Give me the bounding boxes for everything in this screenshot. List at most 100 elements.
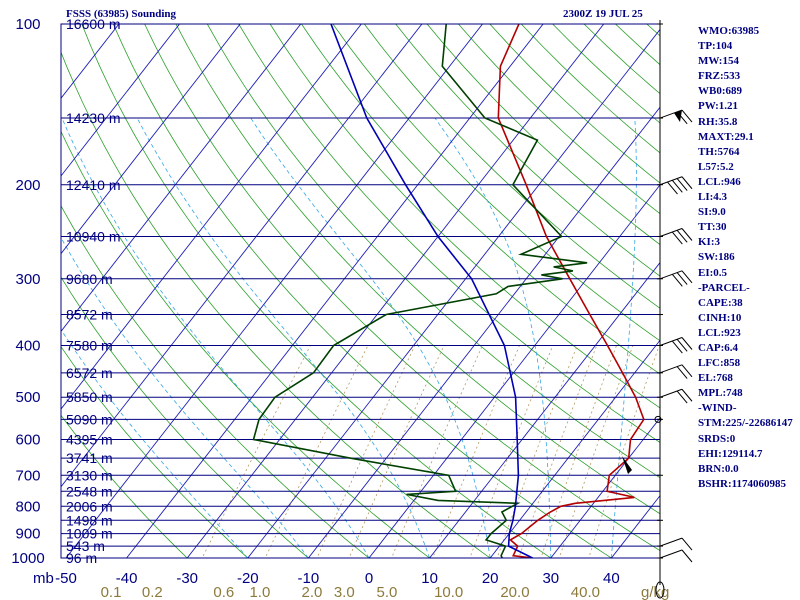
temperature-tick-label: -20 <box>237 570 259 587</box>
wind-barb-feather <box>676 229 688 243</box>
index-item: WMO:63985 <box>698 25 760 37</box>
index-item: -WIND- <box>698 402 737 415</box>
height-label: 6572 m <box>66 365 113 381</box>
dry-adiabat <box>61 345 249 558</box>
wind-barb-shaft <box>659 109 683 119</box>
height-label: 2548 m <box>66 483 113 499</box>
index-item: EL:768 <box>698 372 733 385</box>
pressure-tick-label: 100 <box>15 16 40 33</box>
wind-barb-feather <box>676 366 688 379</box>
mixing-ratio-label: 10.0 <box>434 584 463 600</box>
dry-adiabat <box>395 24 660 277</box>
height-label: 7580 m <box>66 338 113 354</box>
background-lines <box>61 24 660 558</box>
wind-barb-feather <box>681 388 693 402</box>
mixing-ratio-line <box>518 345 598 558</box>
index-item: LCL:946 <box>698 175 741 188</box>
height-label: 543 m <box>66 538 105 554</box>
mixing-ratio-label: 3.0 <box>334 584 355 600</box>
pressure-tick-label: 300 <box>15 271 40 288</box>
wind-barb-shaft <box>659 537 683 547</box>
wind-barb <box>659 270 693 287</box>
index-item: RH:35.8 <box>698 115 738 128</box>
temperature-tick-label: 20 <box>482 570 499 587</box>
dry-adiabat <box>61 51 491 558</box>
pressure-tick-label: 400 <box>15 338 40 355</box>
wind-barb-feather <box>681 176 693 190</box>
wind-barb-feather <box>681 549 693 563</box>
mixing-ratio-line <box>558 345 634 558</box>
height-label: 4395 m <box>66 432 113 448</box>
storm-motion-arrow <box>622 456 632 474</box>
wind-barb-feather <box>681 537 693 551</box>
wind-barb <box>659 364 693 379</box>
mixing-ratio-label: 0.1 <box>101 584 122 600</box>
wind-barb-feather <box>681 364 693 378</box>
indices-panel: WMO:63985 TP:104 MW:154 FRZ:533 WB0:689 PW:1.… <box>698 24 793 492</box>
pressure-tick-label: 200 <box>15 177 40 194</box>
index-item: PW:1.21 <box>698 100 739 113</box>
mixing-ratio-label: 1.0 <box>249 584 270 600</box>
wind-barb <box>659 549 693 563</box>
height-label: 1009 m <box>66 526 113 542</box>
dry-adiabat <box>301 24 660 375</box>
dry-adiabat <box>112 24 613 558</box>
calm-wind-marker <box>654 415 662 423</box>
height-label: 3130 m <box>66 467 113 483</box>
wind-barb <box>659 176 693 195</box>
wind-barb-feather <box>676 178 688 191</box>
temperature-tick-label: 10 <box>421 570 438 587</box>
isotherm <box>61 24 302 333</box>
moist-adiabat <box>61 328 249 558</box>
wind-barb-shaft <box>659 337 683 346</box>
moist-adiabat <box>61 236 309 558</box>
dry-adiabat <box>269 24 660 409</box>
dry-adiabat <box>363 24 660 309</box>
wind-barb-feather <box>681 109 693 123</box>
index-item: MPL:748 <box>698 387 743 400</box>
isotherm <box>489 339 660 558</box>
moist-adiabat <box>136 117 430 558</box>
chart-title: FSSS (63985) Sounding <box>66 8 177 20</box>
isotherm <box>429 261 660 558</box>
height-label: 16600 m <box>66 16 120 32</box>
temperature-tick-label: 0 <box>365 570 373 587</box>
height-label: 5850 m <box>66 389 113 405</box>
temperature-tick-label: 40 <box>603 570 620 587</box>
pressure-tick-label: 600 <box>15 432 40 449</box>
isotherm <box>61 24 362 410</box>
index-item: SW:186 <box>698 251 735 264</box>
wind-barb-feather <box>667 181 678 195</box>
moist-adiabat <box>434 117 552 558</box>
wind-barb-feather <box>676 390 688 404</box>
isotherm <box>247 28 660 558</box>
index-item: EI:0.5 <box>698 266 728 279</box>
wind-barb-feather <box>681 337 693 350</box>
temperature-tick-label: -50 <box>55 570 77 587</box>
dry-adiabat <box>332 24 660 342</box>
dry-adiabat <box>81 24 552 558</box>
dry-adiabat <box>61 130 431 558</box>
sounding-traces <box>252 24 645 558</box>
index-item: EHI:129114.7 <box>698 447 763 460</box>
pressure-tick-label: 500 <box>15 389 40 406</box>
wind-barb <box>659 109 693 125</box>
wind-barb <box>659 388 693 404</box>
wind-barbs <box>622 20 693 599</box>
temperature-line <box>497 24 645 558</box>
index-item: MW:154 <box>698 55 739 68</box>
y-axis-label: mb <box>33 570 54 587</box>
dry-adiabat <box>61 204 370 558</box>
index-item: -PARCEL- <box>698 281 750 294</box>
index-item: LFC:858 <box>698 357 741 370</box>
height-label: 12410 m <box>66 177 120 193</box>
height-label: 8572 m <box>66 307 113 323</box>
index-item: WB0:689 <box>698 85 742 98</box>
height-label: 10940 m <box>66 228 120 244</box>
wind-barb <box>659 337 693 354</box>
isotherm <box>126 24 544 558</box>
height-label: 3741 m <box>66 450 113 466</box>
wind-barb-shaft <box>659 176 683 186</box>
wind-barb <box>659 228 693 245</box>
parcel-line <box>330 24 533 558</box>
